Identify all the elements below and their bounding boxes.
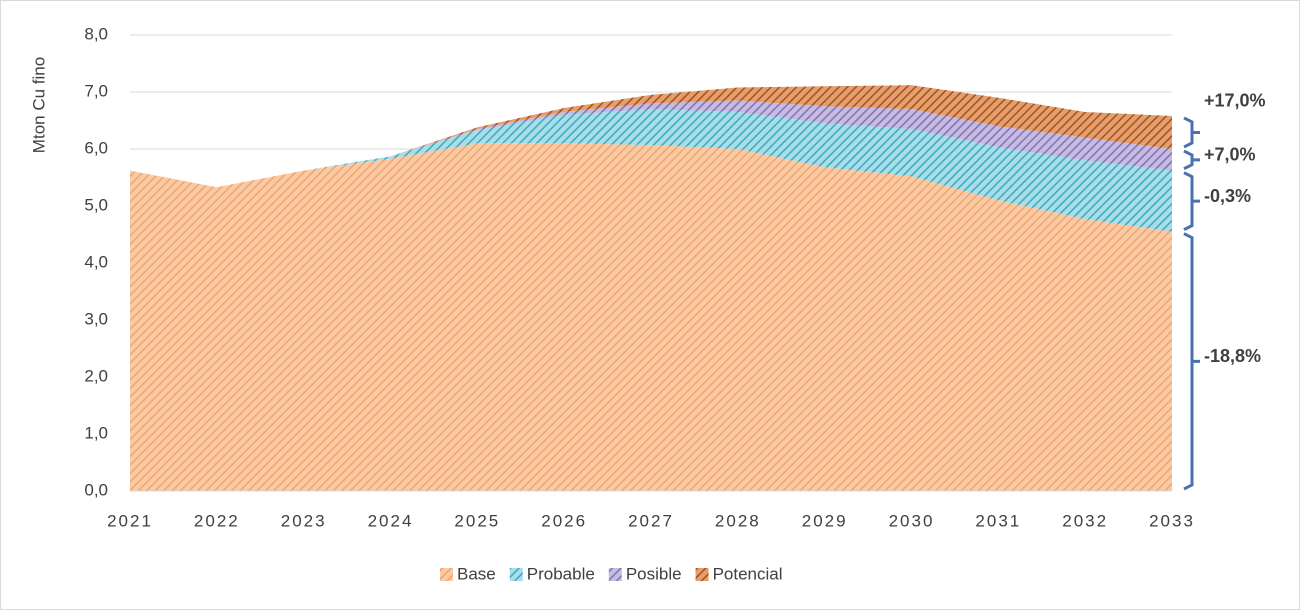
y-tick-label: 6,0 xyxy=(84,138,108,157)
area xyxy=(130,109,1172,232)
x-tick-label: 2021 xyxy=(107,511,153,530)
x-tick-label: 2023 xyxy=(281,511,327,530)
y-tick-label: 2,0 xyxy=(84,366,108,385)
legend-label: Posible xyxy=(626,564,682,583)
x-tick-label: 2032 xyxy=(1062,511,1108,530)
legend: Base Probable Posible Potencial xyxy=(440,564,783,583)
y-tick-label: 3,0 xyxy=(84,309,108,328)
x-tick-label: 2029 xyxy=(802,511,848,530)
x-tick-label: 2027 xyxy=(628,511,674,530)
annotation: -0,3% xyxy=(1204,186,1251,206)
legend-swatch xyxy=(440,568,453,581)
bracket xyxy=(1183,171,1200,231)
x-tick-label: 2022 xyxy=(194,511,240,530)
bracket xyxy=(1183,116,1200,149)
x-tick-label: 2024 xyxy=(368,511,414,530)
y-tick-label: 0,0 xyxy=(84,480,108,499)
x-tick-label: 2028 xyxy=(715,511,761,530)
legend-label: Probable xyxy=(527,564,595,583)
x-tick-label: 2033 xyxy=(1149,511,1195,530)
y-tick-label: 7,0 xyxy=(84,81,108,100)
legend-swatch xyxy=(695,568,709,581)
y-tick-label: 1,0 xyxy=(84,423,108,442)
bracket xyxy=(1183,232,1200,491)
y-tick-label: 4,0 xyxy=(84,252,108,271)
legend-swatch xyxy=(608,568,622,581)
annotation: -18,8% xyxy=(1204,346,1261,366)
legend-label: Potencial xyxy=(713,564,783,583)
legend-label: Base xyxy=(457,564,496,583)
area xyxy=(130,100,1172,188)
annotation: +7,0% xyxy=(1204,145,1256,165)
x-tick-label: 2026 xyxy=(541,511,587,530)
x-tick-label: 2025 xyxy=(454,511,500,530)
area xyxy=(130,143,1172,492)
bracket xyxy=(1183,149,1200,171)
x-tick-label: 2030 xyxy=(889,511,935,530)
y-axis-title: Mton Cu fino xyxy=(29,57,48,153)
y-tick-label: 8,0 xyxy=(84,24,108,43)
x-tick-label: 2031 xyxy=(975,511,1021,530)
annotation: +17,0% xyxy=(1204,91,1266,111)
y-tick-label: 5,0 xyxy=(84,195,108,214)
legend-swatch xyxy=(509,568,523,581)
